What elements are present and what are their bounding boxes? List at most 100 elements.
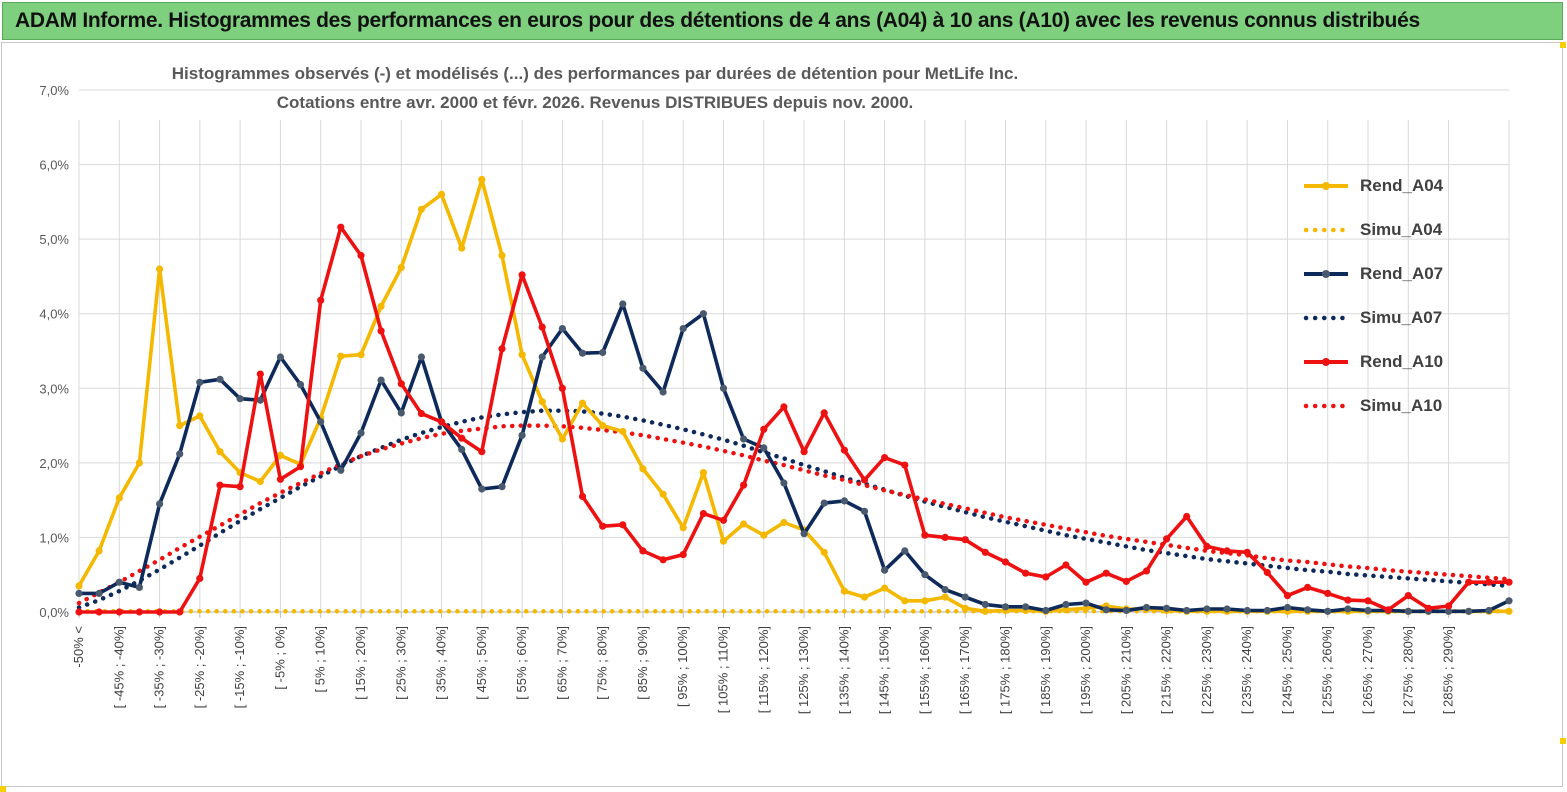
data-point-rend-a04 xyxy=(619,427,627,436)
data-point-rend-a10 xyxy=(1404,592,1412,600)
data-point-rend-a04 xyxy=(639,465,647,473)
x-tick-label: [ 105% ; 110%] xyxy=(716,626,731,713)
data-point-rend-a04 xyxy=(860,593,869,601)
data-point-rend-a04 xyxy=(1505,607,1513,615)
data-point-rend-a04 xyxy=(377,302,385,310)
data-point-rend-a07 xyxy=(538,353,546,361)
data-point-rend-a10 xyxy=(337,223,345,231)
data-point-rend-a04 xyxy=(740,520,748,528)
data-point-rend-a04 xyxy=(1082,604,1090,612)
data-point-rend-a04 xyxy=(95,547,103,555)
data-point-rend-a10 xyxy=(619,521,627,529)
data-point-rend-a10 xyxy=(961,536,969,544)
data-point-rend-a04 xyxy=(599,422,607,430)
x-tick-label: [ 65% ; 70%] xyxy=(554,626,569,700)
x-tick-label: [ 95% ; 100%] xyxy=(675,626,690,707)
y-tick-label: 4,0% xyxy=(39,307,69,322)
data-point-rend-a10 xyxy=(1062,561,1070,569)
data-point-rend-a07 xyxy=(176,450,184,458)
data-point-rend-a04 xyxy=(538,398,546,406)
data-point-rend-a04 xyxy=(578,399,587,407)
data-point-rend-a10 xyxy=(437,418,446,426)
data-point-rend-a10 xyxy=(578,492,587,500)
data-point-rend-a07 xyxy=(135,583,143,592)
data-point-rend-a04 xyxy=(196,412,204,420)
data-point-rend-a07 xyxy=(518,431,526,439)
x-tick-label: [ 245% ; 250%] xyxy=(1279,626,1294,714)
x-tick-label: -50% < xyxy=(71,626,86,668)
data-point-rend-a07 xyxy=(1142,603,1151,612)
x-tick-label: [ 155% ; 160%] xyxy=(917,626,932,714)
data-point-rend-a04 xyxy=(357,351,365,359)
data-point-rend-a10 xyxy=(760,425,768,433)
corner-mark xyxy=(1560,738,1566,744)
y-tick-label: 3,0% xyxy=(39,381,69,396)
data-point-rend-a10 xyxy=(1042,573,1050,581)
legend-label: Rend_A10 xyxy=(1360,352,1444,371)
y-tick-label: 7,0% xyxy=(39,83,69,98)
banner-title: ADAM Informe. Histogrammes des performan… xyxy=(15,9,1420,32)
data-point-rend-a10 xyxy=(719,516,728,524)
data-point-rend-a04 xyxy=(176,422,184,430)
x-tick-label: [ -15% ; -10%] xyxy=(232,626,247,708)
data-point-rend-a10 xyxy=(941,533,949,542)
data-point-rend-a10 xyxy=(921,531,929,539)
x-tick-label: [ -45% ; -40%] xyxy=(111,626,126,708)
data-point-rend-a07 xyxy=(699,310,708,318)
legend-swatch-rend-a04 xyxy=(1304,182,1348,190)
data-point-rend-a07 xyxy=(1344,605,1352,613)
data-point-rend-a10 xyxy=(1384,606,1392,614)
data-point-rend-a04 xyxy=(699,469,708,477)
x-tick-label: [ 135% ; 140%] xyxy=(836,626,851,714)
data-point-rend-a10 xyxy=(1283,592,1292,600)
y-tick-label: 1,0% xyxy=(39,530,69,545)
data-point-rend-a10 xyxy=(1082,578,1090,586)
x-tick-label: [ 165% ; 170%] xyxy=(957,626,972,714)
data-point-rend-a07 xyxy=(216,375,224,383)
x-tick-label: [ 35% ; 40%] xyxy=(434,626,449,700)
data-point-rend-a10 xyxy=(1324,589,1332,598)
data-point-rend-a07 xyxy=(1324,607,1332,615)
legend-label: Simu_A10 xyxy=(1360,396,1443,415)
data-point-rend-a07 xyxy=(961,593,969,601)
data-point-rend-a10 xyxy=(1505,578,1513,586)
data-point-rend-a07 xyxy=(800,530,808,538)
data-point-rend-a07 xyxy=(1364,606,1372,615)
chart-title-line-1: Histogrammes observés (-) et modélisés (… xyxy=(171,64,1019,83)
data-point-rend-a10 xyxy=(156,608,164,616)
report-banner: ADAM Informe. Histogrammes des performan… xyxy=(2,2,1563,40)
x-tick-label: [ -25% ; -20%] xyxy=(192,626,207,708)
data-point-rend-a10 xyxy=(176,608,184,616)
data-point-rend-a07 xyxy=(115,578,123,586)
data-point-rend-a10 xyxy=(800,448,808,456)
data-point-rend-a07 xyxy=(1203,605,1211,613)
series-line-simu-a10 xyxy=(76,423,1512,606)
series-line-rend-a10 xyxy=(79,225,1509,614)
data-point-rend-a07 xyxy=(75,589,83,598)
data-point-rend-a10 xyxy=(1203,542,1211,551)
data-point-rend-a07 xyxy=(95,589,103,598)
data-point-rend-a07 xyxy=(941,586,949,594)
data-point-rend-a07 xyxy=(719,384,728,392)
data-point-rend-a07 xyxy=(377,376,385,384)
data-point-rend-a07 xyxy=(317,418,325,426)
data-point-rend-a04 xyxy=(679,524,687,532)
data-point-rend-a10 xyxy=(1424,604,1432,612)
data-point-rend-a04 xyxy=(921,597,929,605)
y-tick-label: 6,0% xyxy=(39,158,69,173)
data-point-rend-a07 xyxy=(397,409,405,417)
data-point-rend-a04 xyxy=(659,490,667,498)
data-point-rend-a07 xyxy=(196,378,204,386)
data-point-rend-a04 xyxy=(256,477,264,486)
data-point-rend-a07 xyxy=(1062,600,1070,609)
y-tick-label: 5,0% xyxy=(39,232,69,247)
data-point-rend-a10 xyxy=(1142,567,1151,575)
data-point-rend-a07 xyxy=(1243,606,1251,615)
data-point-rend-a07 xyxy=(881,566,889,574)
chart-title-line-2: Cotations entre avr. 2000 et févr. 2026.… xyxy=(276,93,914,112)
data-point-rend-a10 xyxy=(95,608,103,616)
data-point-rend-a10 xyxy=(679,551,687,559)
legend-label: Rend_A07 xyxy=(1360,264,1444,283)
x-tick-label: [ 265% ; 270%] xyxy=(1360,626,1375,714)
